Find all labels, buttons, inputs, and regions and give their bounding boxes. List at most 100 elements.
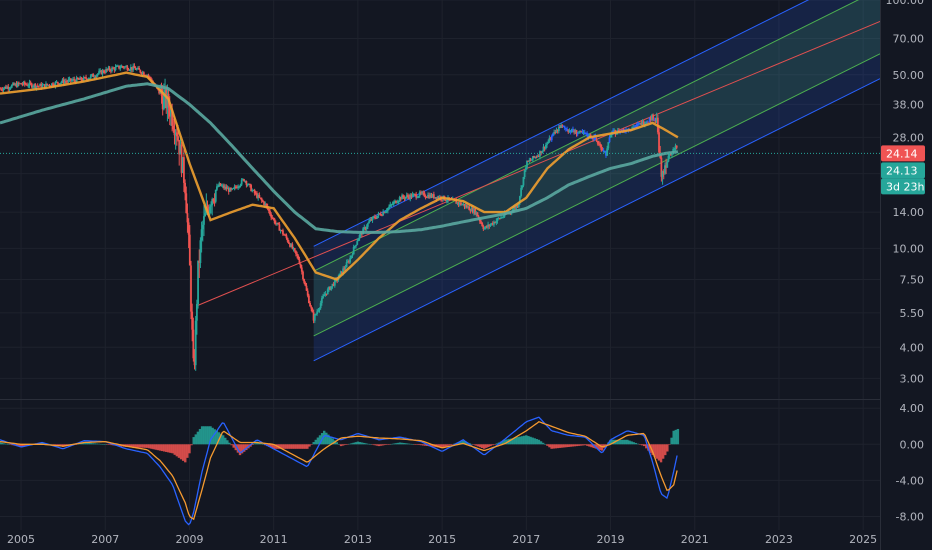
candle-body [544,144,547,149]
macd-histogram-bar [243,444,246,452]
candle-body [147,75,150,77]
macd-histogram-bar [314,439,317,445]
candle-body [456,202,459,204]
macd-histogram-bar [377,444,381,447]
macd-histogram-bar [156,444,160,451]
candle-body [112,67,115,69]
macd-histogram-bar [304,444,307,449]
candle-body [350,255,353,258]
candle-body [225,186,228,190]
candle-body [463,203,466,207]
current-price-badge-label: 24.14 [886,147,918,160]
candle-body [22,81,25,85]
candle-body [207,209,210,214]
candle-body [603,151,606,153]
macd-histogram-bar [396,442,400,445]
candle-body [613,130,616,132]
macd-histogram-bar [295,444,299,449]
macd-histogram-bar [363,442,366,445]
candle-body [55,81,58,83]
macd-axis[interactable]: 4.00 0.00 -4.00 -8.00 [896,402,924,523]
candle-body [561,125,564,127]
macd-histogram-bar [527,436,530,445]
candle-body [201,224,204,230]
candle-body [256,193,258,198]
candle-body [377,213,380,216]
candle-body [9,87,12,89]
macd-histogram-bar [556,444,560,449]
candle-body [270,214,273,218]
macd-histogram-bar [676,428,680,445]
time-axis[interactable]: 2005 2007 2009 2011 2013 2015 2017 2019 2021 2023… [7,533,877,546]
macd-histogram-bar [638,444,642,445]
candle-body [548,138,551,142]
macd-histogram-bar [573,444,576,447]
candle-body [575,130,578,135]
candle-body [560,125,563,128]
macd-histogram-bar [51,444,54,445]
macd-histogram-bar [388,444,391,445]
candle-body [665,165,668,168]
candle-body [655,117,658,123]
macd-histogram-bar [190,444,193,446]
candle-body [212,199,215,202]
macd-histogram-bar [533,438,536,445]
candle-body [165,89,168,109]
candle-body [311,308,314,313]
candle-body [562,126,565,128]
candle-body [293,248,296,251]
candle-body [476,212,479,217]
candle-body [166,93,169,109]
macd-histogram-bar [194,434,197,445]
price-tick-label: 38.00 [893,98,925,111]
macd-histogram-bar [360,442,364,445]
macd-histogram-bar [581,444,585,446]
candle-body [322,296,324,299]
candle-body [131,67,133,70]
price-axis[interactable]: 100.0070.0050.0038.0028.0020.0014.0010.0… [886,0,925,385]
macd-histogram-bar [674,429,677,445]
candle-body [646,121,649,123]
macd-histogram-bar [91,443,94,445]
candle-body [292,248,295,250]
macd-histogram-bar [405,443,408,445]
candle-body [330,286,333,290]
macd-histogram-bar [381,444,385,446]
candle-body [132,65,135,70]
macd-histogram-bar [649,444,652,453]
price-tick-label: 5.50 [900,307,925,320]
macd-histogram-bar [478,444,482,448]
candle-body [141,72,144,75]
candle-body [273,219,276,224]
candle-body [467,206,469,208]
regression-channel[interactable] [197,0,881,362]
candle-body [526,160,528,168]
candle-body [258,195,261,198]
macd-histogram-bar [89,443,92,445]
candle-body [645,122,647,124]
candle-body [436,196,439,200]
candle-body [381,215,383,217]
candle-body [216,186,218,190]
candle-body [213,201,216,203]
macd-histogram-bar [301,444,305,449]
candle-body [653,119,656,121]
candle-body [223,185,225,189]
candle-body [355,244,357,247]
candle-body [667,155,670,162]
candle-body [122,66,125,68]
macd-histogram-bar [261,444,265,445]
macd-histogram-bar [129,444,132,448]
time-tick-label: 2021 [681,533,709,546]
candle-body [186,213,189,223]
candle-body [599,143,601,146]
candle-body [58,83,60,85]
macd-histogram-bar [165,444,168,452]
candle-body [376,215,379,219]
macd-histogram-bar [274,444,277,449]
candle-body [462,203,465,205]
candle-body [358,234,361,239]
macd-histogram-bar [371,444,374,445]
macd-histogram-bar [3,443,6,445]
macd-histogram-bar [137,444,141,448]
